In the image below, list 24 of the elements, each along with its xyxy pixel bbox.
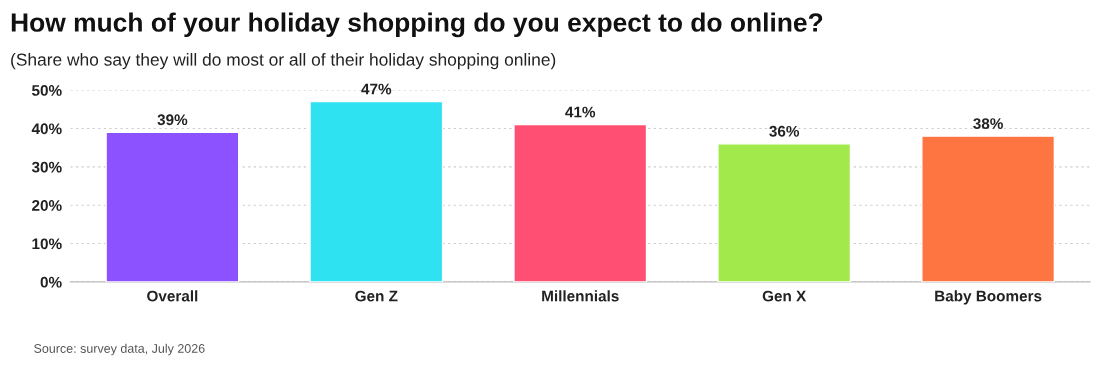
data-label: 41% [565,106,596,118]
y-tick-label: 0% [40,276,62,288]
x-tick-label: Overall [147,290,198,302]
chart-title: How much of your holiday shopping do you expect to do online? [11,12,823,38]
y-tick-label: 40% [31,123,62,135]
bar [717,143,852,282]
bar [309,100,444,282]
source-note: Source: survey data, July 2026 [34,343,205,356]
y-tick-label: 10% [32,238,62,250]
data-label: 38% [973,118,1003,130]
x-tick-label: Gen X [762,290,807,302]
bar [921,135,1056,282]
y-tick-label: 30% [31,161,62,173]
data-label: 39% [157,114,188,126]
y-tick-label: 50% [31,85,62,96]
y-tick-label: 20% [32,200,62,211]
data-label: 47% [361,83,392,95]
x-tick-label: Baby Boomers [935,290,1042,305]
bar [105,131,240,282]
chart-subtitle: (Share who say they will do most or all of their holiday shopping online) [11,53,556,70]
bar [513,123,648,282]
data-label: 36% [769,125,800,137]
x-tick-label: Gen Z [355,290,398,302]
x-tick-label: Millennials [542,290,619,302]
